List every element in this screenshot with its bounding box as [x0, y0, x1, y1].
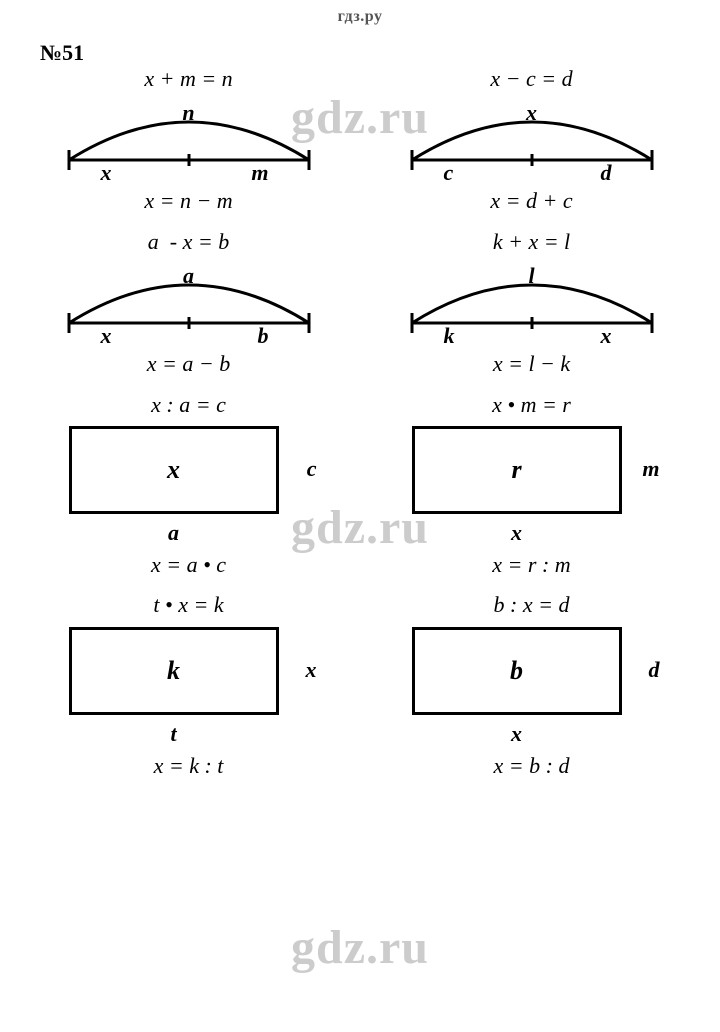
- rect-center-label: b: [412, 627, 622, 715]
- rect-bottom-label: a: [69, 520, 279, 546]
- problem-cell: x : a = c x c a x = a • c: [30, 392, 347, 579]
- rect-bottom-label: x: [412, 520, 622, 546]
- arc-whole-label: x: [392, 100, 672, 126]
- rect-side-label: d: [649, 657, 660, 683]
- equation-solution: x = b : d: [494, 753, 570, 779]
- area-diagram: x c a: [49, 420, 329, 550]
- equation-solution: x = l − k: [493, 351, 570, 377]
- equation-given: b : x = d: [494, 592, 570, 618]
- problem-cell: a - x = b a x b x = a − b: [30, 229, 347, 378]
- rect-side-label: c: [307, 456, 317, 482]
- equation-given: a - x = b: [148, 229, 229, 255]
- arc-right-part-label: d: [601, 160, 612, 186]
- arc-whole-label: a: [49, 263, 329, 289]
- problem-cell: x − c = d x c d x = d + c: [373, 66, 690, 215]
- equation-solution: x = a • c: [151, 552, 226, 578]
- arc-left-part-label: k: [444, 323, 455, 349]
- arc-right-part-label: m: [251, 160, 268, 186]
- arc-whole-label: l: [392, 263, 672, 289]
- watermark: gdz.ru: [0, 920, 720, 975]
- problem-cell: x • m = r rm x x = r : m: [373, 392, 690, 579]
- problem-cell: b : x = d b d x x = b : d: [373, 592, 690, 779]
- segment-diagram: x c d: [392, 94, 672, 186]
- equation-given: x + m = n: [144, 66, 232, 92]
- equation-given: x : a = c: [151, 392, 226, 418]
- equation-solution: x = r : m: [492, 552, 570, 578]
- equation-given: k + x = l: [493, 229, 570, 255]
- rect-center-label: x: [69, 426, 279, 514]
- area-diagram: rm x: [392, 420, 672, 550]
- equation-given: x • m = r: [492, 392, 571, 418]
- equation-solution: x = a − b: [147, 351, 230, 377]
- equation-solution: x = k : t: [154, 753, 224, 779]
- rect-center-label: r: [412, 426, 622, 514]
- arc-left-part-label: x: [101, 160, 112, 186]
- rect-center-label: k: [69, 627, 279, 715]
- arc-right-part-label: x: [601, 323, 612, 349]
- segment-diagram: n x m: [49, 94, 329, 186]
- arc-whole-label: n: [49, 100, 329, 126]
- segment-diagram: l k x: [392, 257, 672, 349]
- rect-bottom-label: t: [69, 721, 279, 747]
- area-diagram: b d x: [392, 621, 672, 751]
- equation-given: x − c = d: [490, 66, 572, 92]
- area-diagram: k x t: [49, 621, 329, 751]
- page-header: гдз.ру: [0, 0, 720, 30]
- arc-left-part-label: x: [101, 323, 112, 349]
- equation-solution: x = n − m: [144, 188, 232, 214]
- segment-diagram: a x b: [49, 257, 329, 349]
- problem-cell: k + x = l l k x x = l − k: [373, 229, 690, 378]
- rect-bottom-label: x: [412, 721, 622, 747]
- equation-given: t • x = k: [153, 592, 223, 618]
- arc-right-part-label: b: [258, 323, 269, 349]
- problem-grid: x + m = n n x m x = n − m x − c = d x c d x = d +…: [0, 66, 720, 779]
- rect-side-label: m: [642, 456, 659, 482]
- arc-left-part-label: c: [444, 160, 454, 186]
- rect-side-label: x: [306, 657, 317, 683]
- equation-solution: x = d + c: [490, 188, 572, 214]
- problem-cell: t • x = k k x t x = k : t: [30, 592, 347, 779]
- problem-number: №51: [0, 40, 720, 66]
- problem-cell: x + m = n n x m x = n − m: [30, 66, 347, 215]
